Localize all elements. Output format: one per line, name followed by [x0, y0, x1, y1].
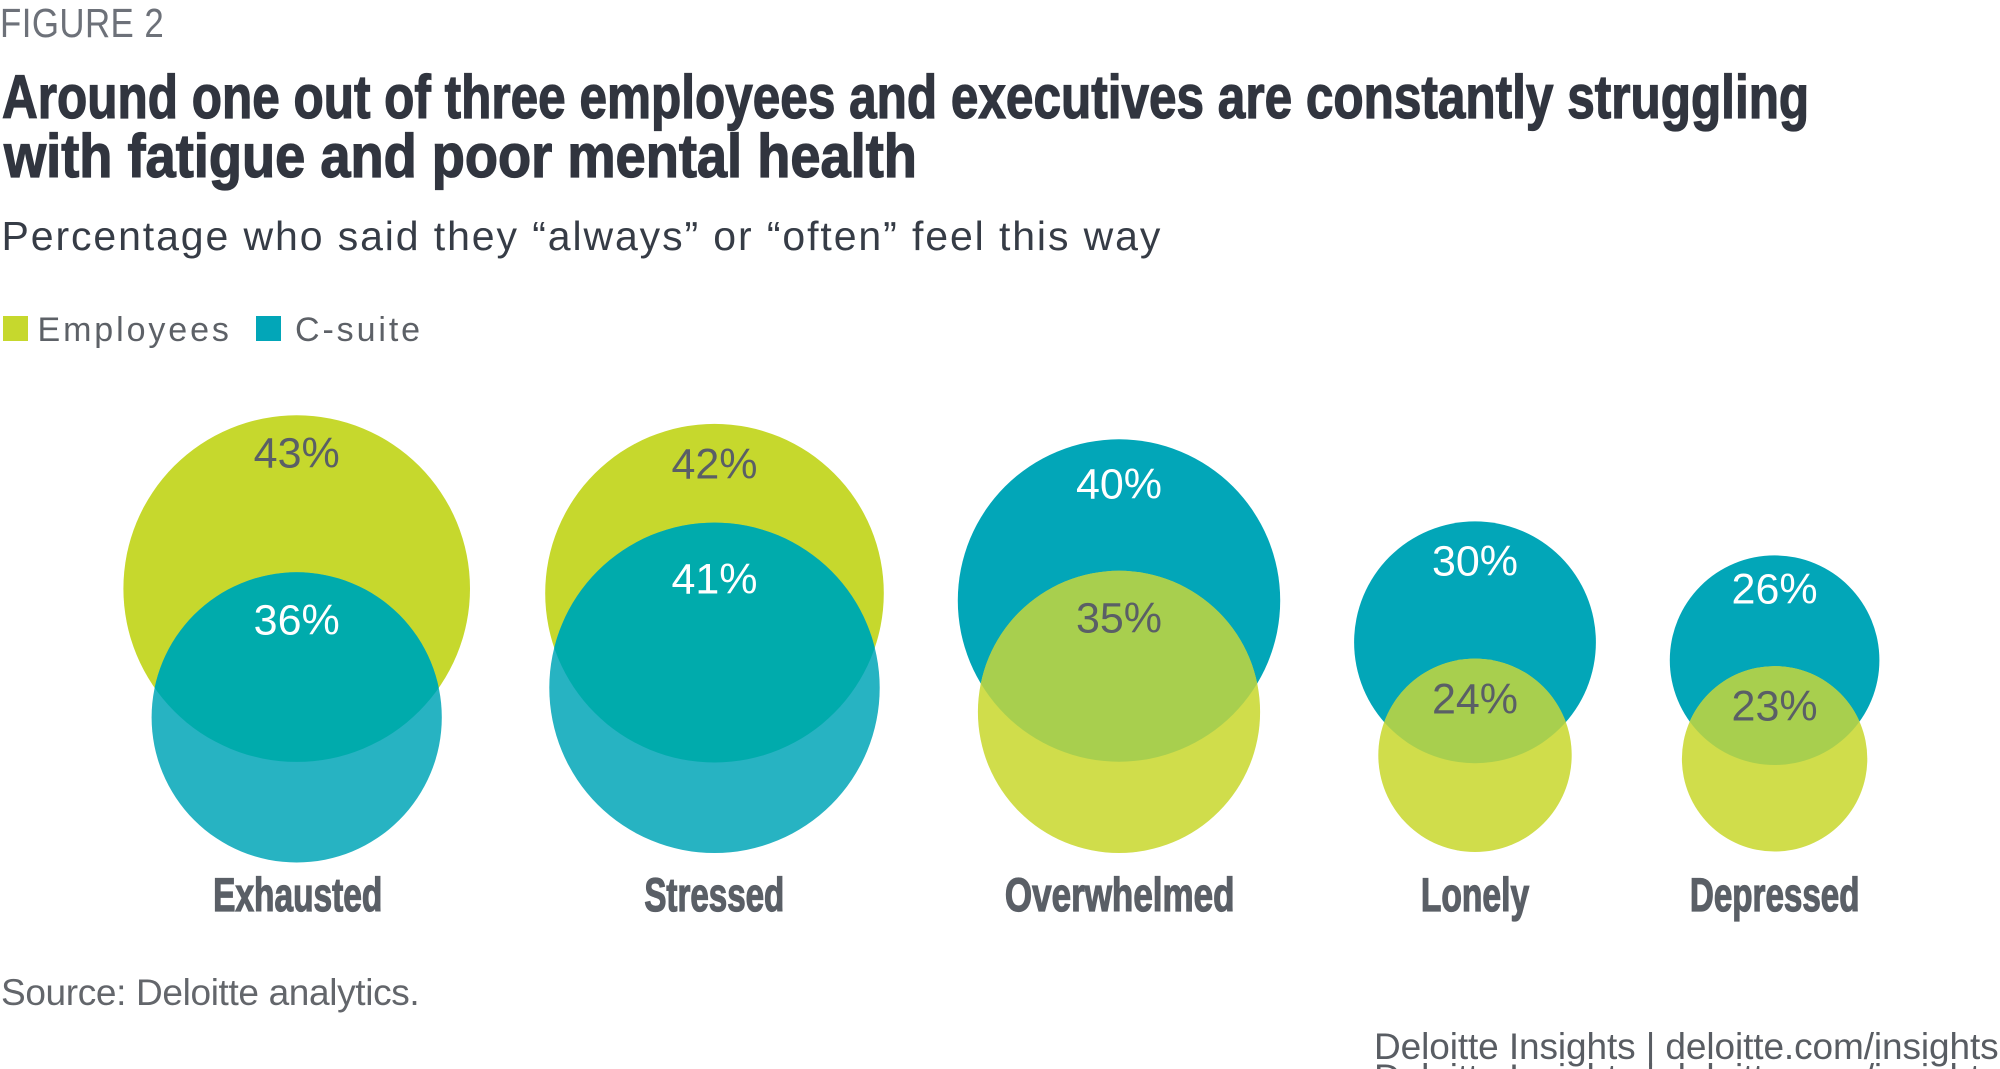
svg-text:41%: 41%	[671, 556, 757, 604]
svg-text:Exhausted: Exhausted	[213, 868, 382, 921]
svg-text:35%: 35%	[1076, 595, 1162, 643]
svg-text:Overwhelmed: Overwhelmed	[1005, 868, 1235, 921]
svg-text:24%: 24%	[1432, 676, 1518, 724]
svg-text:36%: 36%	[254, 597, 340, 645]
svg-text:42%: 42%	[671, 441, 757, 489]
svg-text:23%: 23%	[1732, 683, 1818, 731]
svg-text:Stressed: Stressed	[644, 868, 784, 921]
svg-text:40%: 40%	[1076, 461, 1162, 509]
svg-text:26%: 26%	[1732, 566, 1818, 614]
svg-text:Lonely: Lonely	[1421, 868, 1530, 921]
svg-text:43%: 43%	[254, 430, 340, 478]
svg-text:Depressed: Depressed	[1690, 868, 1860, 921]
svg-text:30%: 30%	[1432, 538, 1518, 586]
